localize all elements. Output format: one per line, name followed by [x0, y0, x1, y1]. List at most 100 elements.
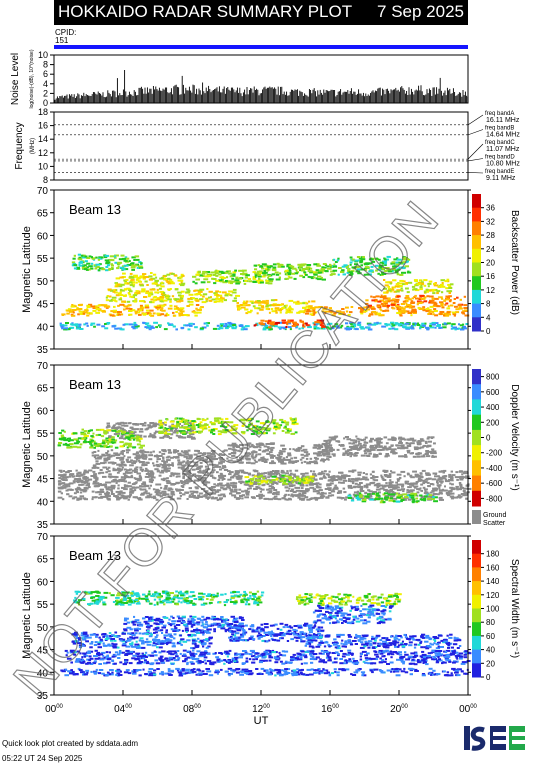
velocity-data-cell: [155, 493, 159, 496]
velocity-data-cell: [262, 458, 266, 460]
velocity-data-cell: [231, 442, 237, 445]
velocity-data-cell: [363, 438, 366, 441]
velocity-data-cell: [76, 440, 81, 443]
power-data-cell: [147, 312, 152, 315]
velocity-data-cell: [256, 495, 261, 497]
velocity-data-cell: [144, 464, 148, 466]
velocity-data-cell: [162, 479, 166, 482]
power-data-cell: [150, 272, 153, 274]
velocity-data-cell: [100, 484, 103, 487]
velocity-data-cell: [317, 486, 322, 489]
power-data-cell: [454, 328, 457, 331]
velocity-data-cell: [255, 478, 258, 481]
power-data-cell: [441, 285, 446, 288]
power-data-cell: [161, 309, 166, 312]
power-data-cell: [119, 291, 122, 294]
velocity-data-cell: [290, 432, 296, 435]
velocity-data-cell: [447, 478, 453, 481]
power-data-cell: [281, 319, 286, 322]
power-data-cell: [150, 314, 155, 317]
velocity-data-cell: [264, 428, 268, 431]
velocity-data-cell: [347, 480, 352, 482]
velocity-data-cell: [155, 498, 159, 501]
power-data-cell: [127, 304, 132, 307]
power-data-cell: [237, 307, 242, 310]
velocity-data-cell: [342, 452, 347, 455]
power-data-cell: [321, 269, 325, 272]
power-data-cell: [396, 273, 400, 276]
velocity-data-cell: [177, 450, 180, 452]
velocity-data-cell: [404, 455, 408, 458]
velocity-data-cell: [320, 446, 324, 448]
velocity-data-cell: [99, 488, 103, 491]
velocity-data-cell: [97, 472, 101, 475]
velocity-data-cell: [195, 487, 199, 490]
velocity-data-cell: [130, 474, 133, 477]
velocity-data-cell: [195, 474, 200, 477]
velocity-data-cell: [106, 495, 111, 498]
power-data-cell: [395, 290, 400, 293]
power-data-cell: [445, 298, 450, 301]
power-data-cell: [264, 320, 269, 323]
velocity-data-cell: [177, 461, 180, 464]
velocity-data-cell: [136, 479, 141, 482]
frequency-band-value: 16.11 MHz: [486, 117, 520, 124]
velocity-data-cell: [276, 493, 280, 496]
velocity-data-cell: [173, 483, 177, 485]
power-data-cell: [420, 284, 423, 287]
velocity-data-cell: [232, 446, 235, 449]
velocity-data-cell: [217, 483, 222, 486]
power-data-cell: [92, 257, 95, 260]
power-data-cell: [394, 269, 399, 272]
power-data-cell: [126, 287, 131, 290]
power-data-cell: [205, 300, 208, 303]
velocity-data-cell: [91, 496, 97, 499]
power-data-cell: [119, 303, 125, 306]
power-data-cell: [254, 307, 259, 310]
power-data-cell: [360, 264, 363, 267]
velocity-data-cell: [204, 458, 208, 461]
velocity-data-cell: [376, 486, 380, 489]
power-data-cell: [400, 289, 404, 292]
velocity-data-cell: [186, 471, 192, 474]
velocity-data-cell: [285, 428, 290, 430]
velocity-data-cell: [91, 466, 96, 469]
velocity-data-cell: [293, 461, 298, 463]
power-data-cell: [258, 272, 263, 275]
power-data-cell: [443, 312, 448, 315]
velocity-data-cell: [115, 433, 118, 436]
velocity-data-cell: [72, 432, 78, 435]
power-data-cell: [60, 325, 64, 328]
velocity-data-cell: [288, 460, 292, 463]
velocity-data-cell: [245, 418, 248, 421]
velocity-data-cell: [362, 444, 366, 447]
velocity-data-cell: [263, 475, 267, 478]
power-data-cell: [368, 314, 371, 317]
velocity-data-cell: [165, 427, 170, 430]
velocity-data-cell: [209, 455, 214, 458]
power-data-cell: [382, 300, 388, 303]
velocity-data-cell: [163, 430, 168, 433]
power-colorbar-segment: [472, 317, 481, 332]
velocity-data-cell: [153, 436, 157, 439]
velocity-data-cell: [313, 478, 318, 481]
velocity-data-cell: [137, 436, 141, 438]
velocity-data-cell: [172, 431, 177, 434]
velocity-data-cell: [282, 483, 285, 486]
power-data-cell: [138, 313, 142, 316]
power-data-cell: [426, 328, 430, 331]
power-data-cell: [328, 307, 332, 310]
power-data-cell: [288, 276, 293, 279]
velocity-data-cell: [63, 483, 68, 486]
power-data-cell: [422, 308, 426, 311]
power-data-cell: [156, 312, 159, 315]
power-data-cell: [365, 308, 370, 311]
velocity-data-cell: [172, 474, 175, 477]
velocity-data-cell: [143, 457, 147, 460]
velocity-data-cell: [83, 430, 88, 433]
velocity-data-cell: [265, 449, 270, 452]
velocity-data-cell: [240, 455, 245, 458]
velocity-data-cell: [85, 481, 89, 484]
power-data-cell: [195, 273, 200, 276]
power-data-cell: [431, 297, 435, 300]
